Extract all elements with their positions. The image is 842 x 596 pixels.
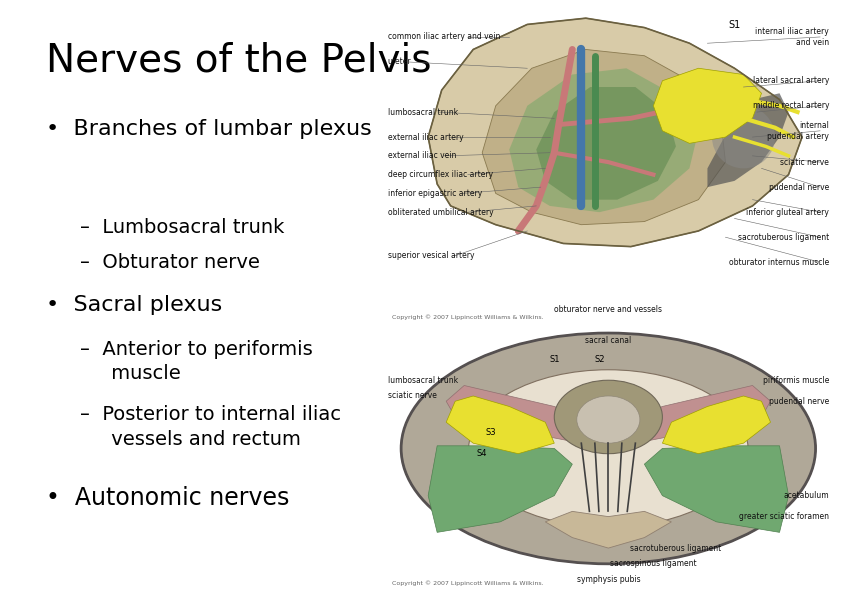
Ellipse shape xyxy=(577,396,640,443)
Ellipse shape xyxy=(469,370,748,527)
Text: Copyright © 2007 Lippincott Williams & Wilkins.: Copyright © 2007 Lippincott Williams & W… xyxy=(392,314,544,319)
Text: •  Branches of lumbar plexus: • Branches of lumbar plexus xyxy=(46,119,372,139)
Text: inferior epigastric artery: inferior epigastric artery xyxy=(387,189,482,198)
Text: lumbosacral trunk: lumbosacral trunk xyxy=(387,375,458,385)
Polygon shape xyxy=(636,386,770,443)
Text: sacrotuberous ligament: sacrotuberous ligament xyxy=(738,232,829,242)
Text: pudendal nerve: pudendal nerve xyxy=(769,182,829,192)
Text: internal
pudendal artery: internal pudendal artery xyxy=(767,121,829,141)
Polygon shape xyxy=(663,396,770,454)
Text: sciatic nerve: sciatic nerve xyxy=(781,157,829,167)
Text: lateral sacral artery: lateral sacral artery xyxy=(753,76,829,85)
Text: symphysis pubis: symphysis pubis xyxy=(577,575,640,584)
Text: S2: S2 xyxy=(594,355,605,364)
Text: piriformis muscle: piriformis muscle xyxy=(763,375,829,385)
Ellipse shape xyxy=(554,380,663,454)
Text: sacral canal: sacral canal xyxy=(585,336,632,346)
Polygon shape xyxy=(482,49,726,225)
Text: acetabulum: acetabulum xyxy=(783,491,829,500)
Polygon shape xyxy=(446,396,554,454)
Text: obturator nerve and vessels: obturator nerve and vessels xyxy=(554,305,663,313)
Text: obturator internus muscle: obturator internus muscle xyxy=(729,257,829,267)
Text: –  Lumbosacral trunk: – Lumbosacral trunk xyxy=(80,218,285,237)
Text: obliterated umbilical artery: obliterated umbilical artery xyxy=(387,207,493,217)
Text: Nerves of the Pelvis: Nerves of the Pelvis xyxy=(46,42,432,80)
Text: internal iliac artery
and vein: internal iliac artery and vein xyxy=(755,27,829,46)
Text: sciatic nerve: sciatic nerve xyxy=(387,392,436,401)
Ellipse shape xyxy=(401,333,816,564)
Text: S3: S3 xyxy=(486,429,497,437)
Ellipse shape xyxy=(712,106,775,168)
Text: inferior gluteal artery: inferior gluteal artery xyxy=(746,207,829,217)
Text: S1: S1 xyxy=(549,355,560,364)
Text: external iliac vein: external iliac vein xyxy=(387,151,456,160)
Polygon shape xyxy=(536,87,676,200)
Polygon shape xyxy=(429,18,802,247)
Polygon shape xyxy=(429,446,573,532)
Polygon shape xyxy=(546,511,671,548)
Text: ureter: ureter xyxy=(387,57,411,67)
Polygon shape xyxy=(446,386,581,443)
Text: middle rectal artery: middle rectal artery xyxy=(753,101,829,110)
Polygon shape xyxy=(509,68,699,212)
Text: sacrospinous ligament: sacrospinous ligament xyxy=(610,559,696,569)
Text: common iliac artery and vein: common iliac artery and vein xyxy=(387,32,500,42)
Text: external iliac artery: external iliac artery xyxy=(387,132,463,142)
Text: pudendal nerve: pudendal nerve xyxy=(769,397,829,406)
Text: lumbosacral trunk: lumbosacral trunk xyxy=(387,107,458,117)
Text: –  Anterior to periformis
     muscle: – Anterior to periformis muscle xyxy=(80,340,312,383)
Text: S4: S4 xyxy=(477,449,488,458)
Text: •  Autonomic nerves: • Autonomic nerves xyxy=(46,486,290,510)
Text: deep circumflex iliac artery: deep circumflex iliac artery xyxy=(387,170,493,179)
Text: •  Sacral plexus: • Sacral plexus xyxy=(46,295,222,315)
Polygon shape xyxy=(707,93,789,187)
Text: greater sciatic foramen: greater sciatic foramen xyxy=(739,512,829,521)
Text: sacrotuberous ligament: sacrotuberous ligament xyxy=(631,544,722,552)
Polygon shape xyxy=(644,446,789,532)
Text: –  Obturator nerve: – Obturator nerve xyxy=(80,253,260,272)
Text: –  Posterior to internal iliac
     vessels and rectum: – Posterior to internal iliac vessels an… xyxy=(80,405,341,449)
Text: superior vesical artery: superior vesical artery xyxy=(387,252,474,260)
Polygon shape xyxy=(653,68,761,143)
Text: S1: S1 xyxy=(728,20,741,30)
Text: Copyright © 2007 Lippincott Williams & Wilkins.: Copyright © 2007 Lippincott Williams & W… xyxy=(392,580,544,586)
